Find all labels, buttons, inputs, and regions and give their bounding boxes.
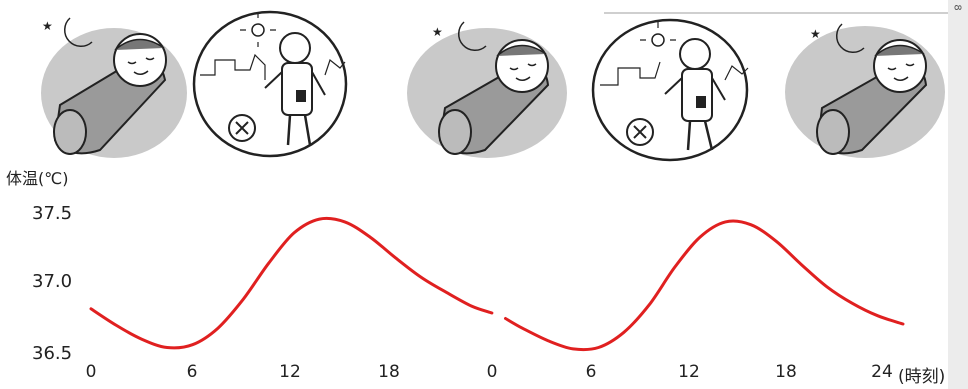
scan-page-edge <box>604 0 950 14</box>
y-tick-label: 36.5 <box>32 343 73 364</box>
x-tick-label: 0 <box>85 362 97 382</box>
sleeping-child-moon-icon: ★ <box>407 21 567 158</box>
y-tick-label: 37.0 <box>32 271 73 292</box>
child-playing-ball-sun-icon <box>192 10 348 158</box>
x-tick-label: 6 <box>585 362 597 382</box>
x-tick-label: 12 <box>279 362 301 382</box>
svg-text:★: ★ <box>810 27 821 41</box>
x-axis-unit: (時刻) <box>898 367 946 387</box>
svg-text:★: ★ <box>432 25 443 39</box>
child-playing-ball-sun-icon <box>591 18 749 162</box>
x-tick-label: 18 <box>378 362 400 382</box>
sleeping-child-moon-icon: ★ <box>41 17 187 158</box>
body-temperature-line-segment-1 <box>89 216 494 350</box>
body-temperature-line-segment-2 <box>504 219 905 352</box>
x-tick-label: 24 <box>871 362 893 382</box>
scan-side-strip <box>948 0 968 389</box>
y-tick-label: 37.5 <box>32 203 73 224</box>
x-tick-label: 0 <box>486 362 498 382</box>
x-tick-label: 12 <box>678 362 700 382</box>
illustration-strip: ★ ★ <box>41 10 945 162</box>
x-tick-label: 6 <box>186 362 198 382</box>
svg-text:★: ★ <box>42 19 53 33</box>
sleeping-child-moon-icon: ★ <box>785 23 945 158</box>
x-tick-label: 18 <box>775 362 797 382</box>
y-axis-title: 体温(℃) <box>6 169 69 188</box>
